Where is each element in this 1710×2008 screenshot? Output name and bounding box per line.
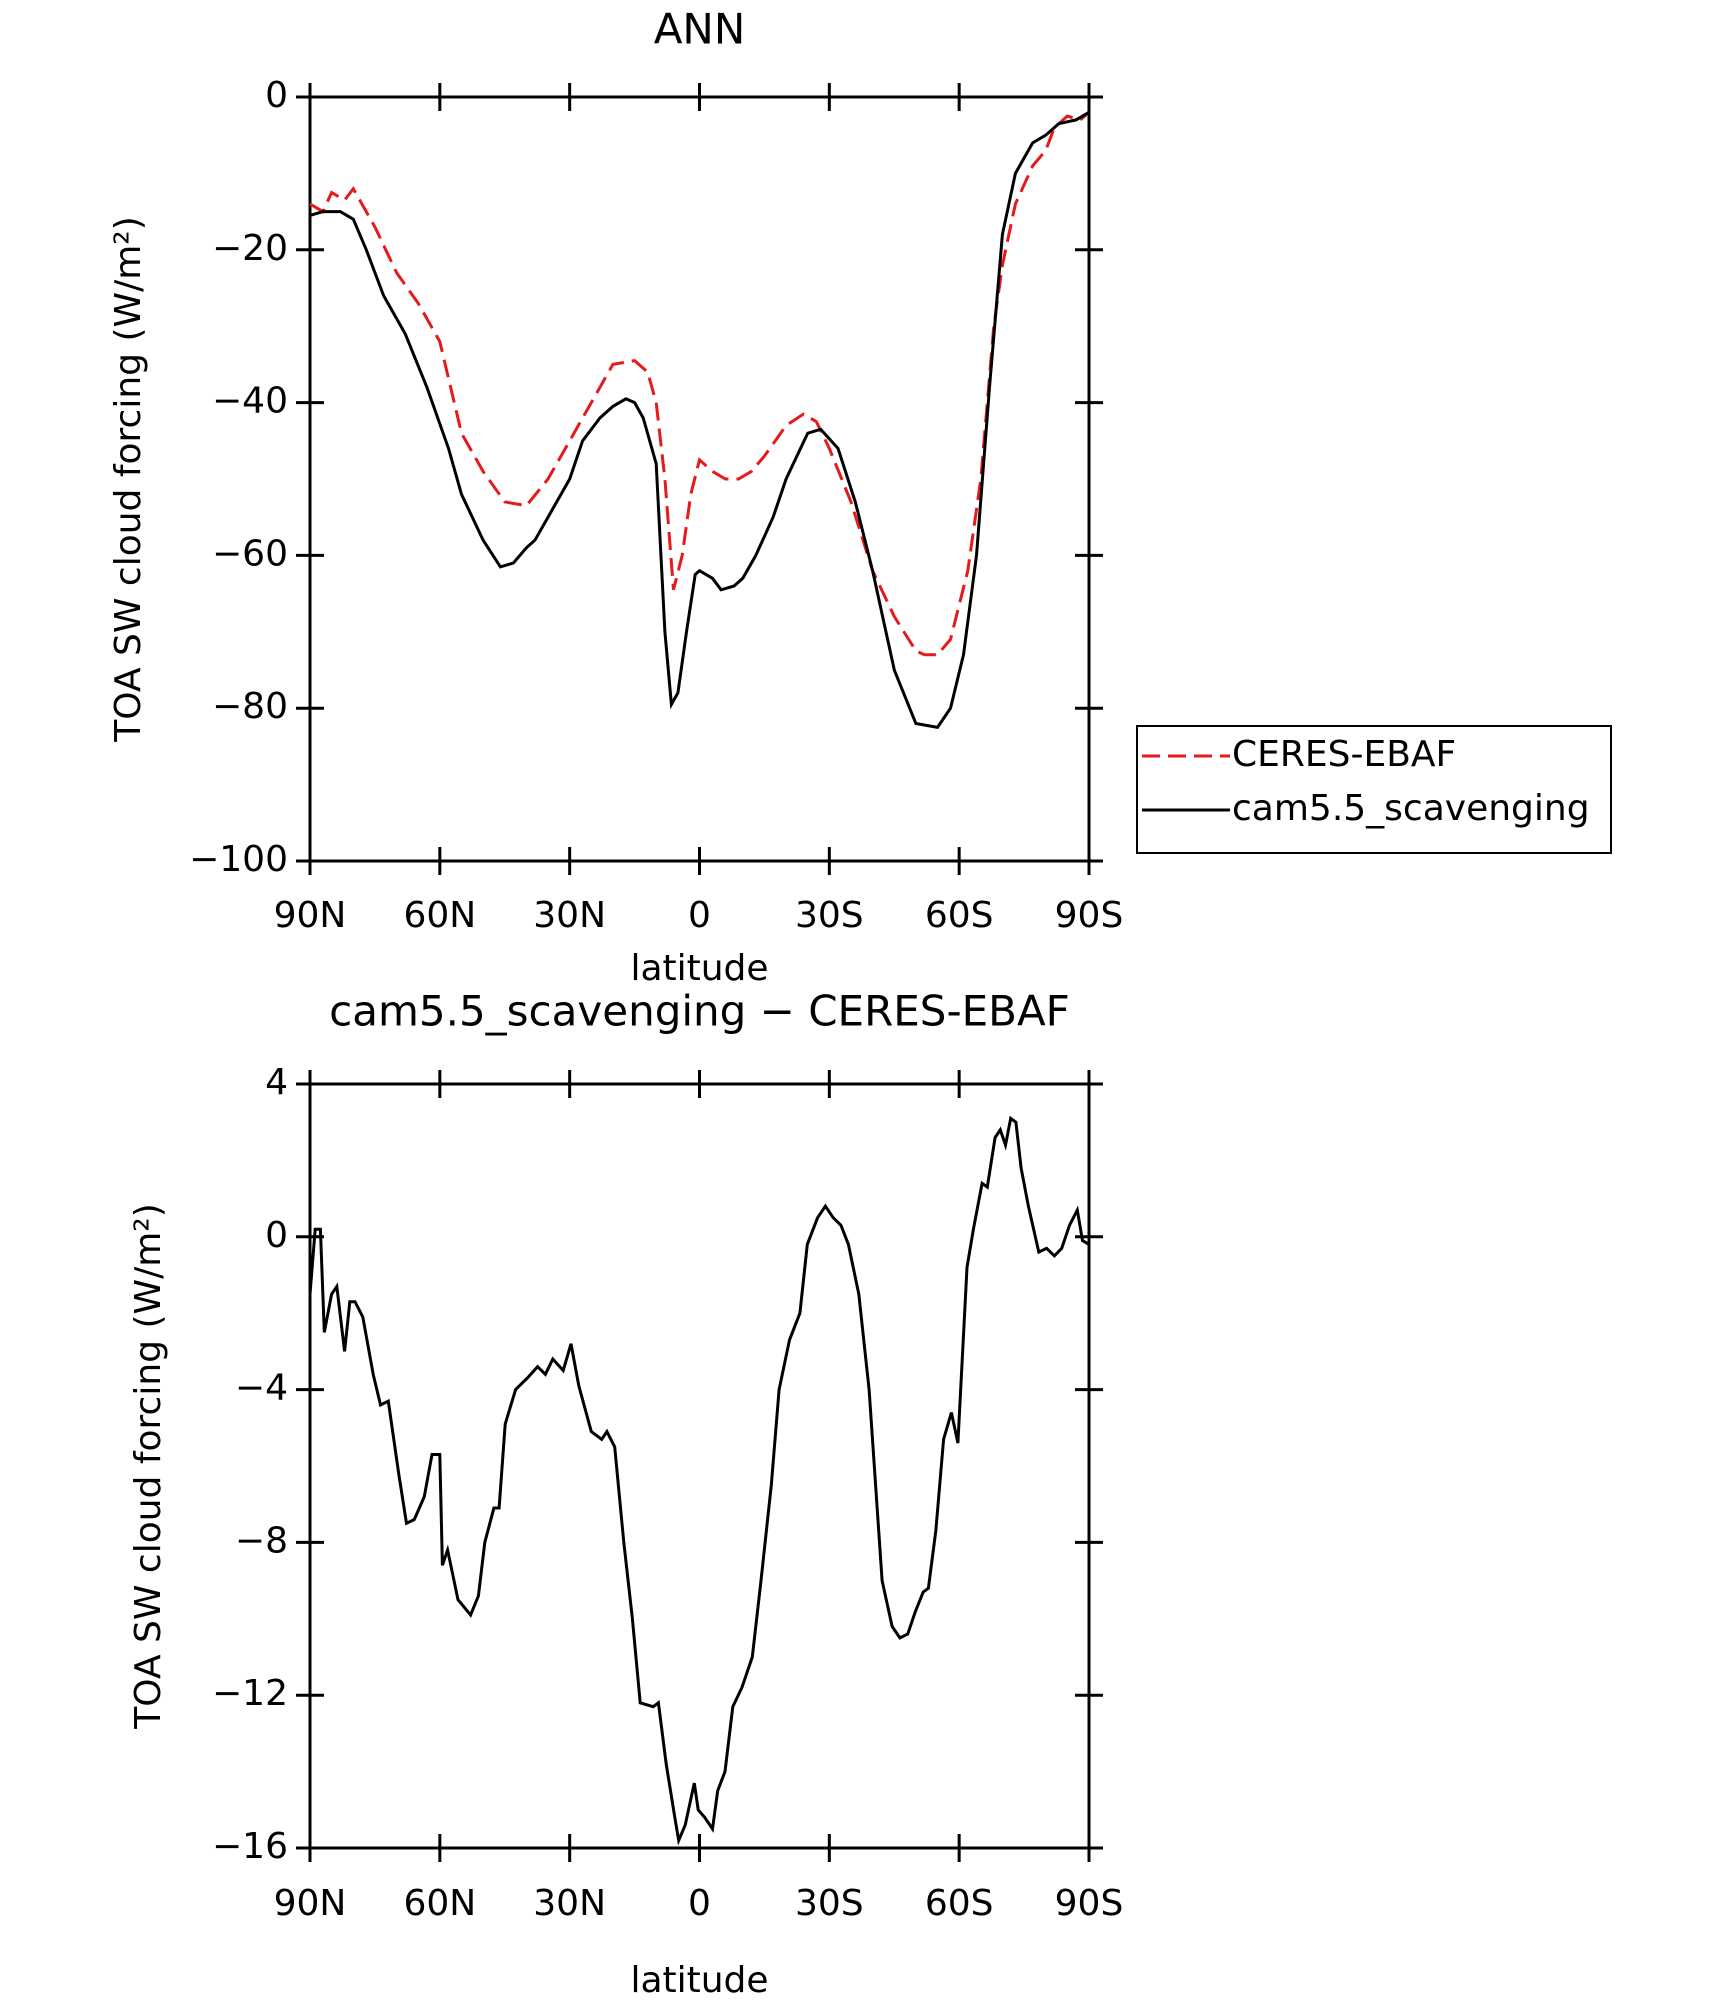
- x-tick-label: 90S: [1055, 1883, 1124, 1924]
- x-tick-label: 60S: [925, 895, 994, 936]
- plot-frame: [308, 1082, 1091, 1850]
- x-tick-label: 90S: [1055, 895, 1124, 936]
- data-line: [308, 1115, 1090, 1846]
- y-tick-label: −20: [212, 228, 288, 269]
- y-axis-label: TOA SW cloud forcing (W/m²): [108, 216, 149, 743]
- y-tick-label: 4: [265, 1062, 288, 1103]
- x-tick-label: 0: [688, 895, 711, 936]
- x-tick-label: 30S: [795, 895, 864, 936]
- plot-frame: [308, 95, 1091, 863]
- y-tick-label: −40: [212, 381, 288, 422]
- y-tick-label: −100: [189, 839, 288, 880]
- y-tick-label: −4: [235, 1368, 288, 1409]
- y-tick-label: −8: [235, 1520, 288, 1561]
- y-tick-label: 0: [265, 1215, 288, 1256]
- legend-label: CERES-EBAF: [1232, 734, 1456, 775]
- x-tick-label: 90N: [274, 1883, 347, 1924]
- x-axis-label: latitude: [630, 948, 768, 989]
- x-tick-label: 30S: [795, 1883, 864, 1924]
- chart-title: cam5.5_scavenging − CERES-EBAF: [329, 987, 1070, 1036]
- y-tick-label: −60: [212, 533, 288, 574]
- y-tick-label: −16: [212, 1826, 288, 1867]
- chart-title: ANN: [654, 5, 746, 54]
- legend-label: cam5.5_scavenging: [1232, 788, 1590, 829]
- y-tick-label: 0: [265, 75, 288, 116]
- data-line: [309, 111, 1090, 729]
- y-tick-label: −12: [212, 1673, 288, 1714]
- x-tick-label: 60S: [925, 1883, 994, 1924]
- y-axis-label: TOA SW cloud forcing (W/m²): [128, 1203, 169, 1730]
- x-axis-label: latitude: [630, 1960, 768, 2001]
- x-tick-label: 30N: [533, 1883, 606, 1924]
- x-tick-label: 30N: [533, 895, 606, 936]
- x-tick-label: 60N: [403, 1883, 476, 1924]
- x-tick-label: 60N: [403, 895, 476, 936]
- y-tick-label: −80: [212, 686, 288, 727]
- x-tick-label: 0: [688, 1883, 711, 1924]
- x-tick-label: 90N: [274, 895, 347, 936]
- legend-box: [1136, 725, 1612, 854]
